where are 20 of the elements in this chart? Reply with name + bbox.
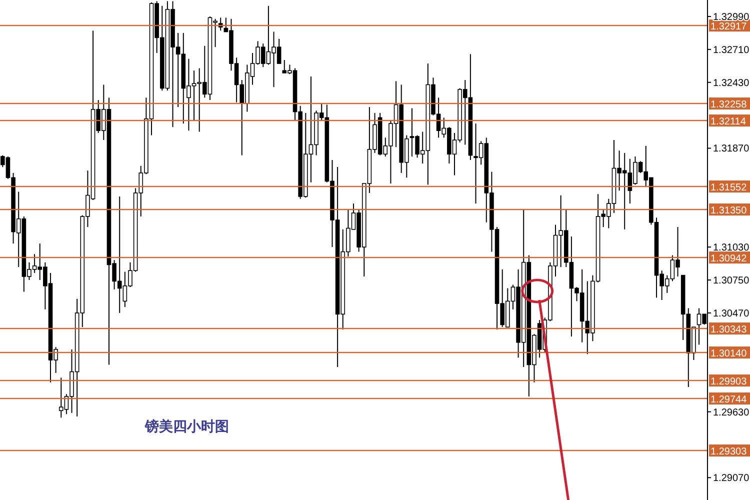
- ref-line-label: 1.32917: [710, 22, 748, 32]
- ref-line-label: 1.29903: [710, 376, 748, 388]
- ref-line-label: 1.31552: [710, 182, 748, 194]
- y-tick-label: 1.32710: [713, 44, 750, 56]
- y-tick-label: 1.29630: [713, 407, 750, 418]
- y-tick-label: 1.30470: [713, 308, 750, 320]
- ref-line-label: 1.29303: [710, 446, 748, 458]
- ref-line-label: 1.30942: [710, 254, 748, 264]
- ref-line-label: 1.30343: [710, 324, 748, 336]
- y-tick-label: 1.30750: [713, 276, 750, 286]
- ref-line-label: 1.29744: [710, 394, 748, 406]
- annotation: 镑美四小时图: [144, 418, 229, 434]
- ref-line-label: 1.31350: [710, 206, 748, 216]
- ref-line-label: 1.32114: [710, 116, 746, 128]
- ref-line-label: 1.30140: [710, 348, 748, 360]
- y-tick-label: 1.32430: [713, 78, 750, 89]
- y-tick-label: 1.29070: [713, 473, 750, 484]
- ref-line-label: 1.32258: [710, 100, 748, 110]
- y-tick-label: 1.31030: [713, 242, 750, 254]
- y-tick-label: 1.31870: [713, 144, 750, 155]
